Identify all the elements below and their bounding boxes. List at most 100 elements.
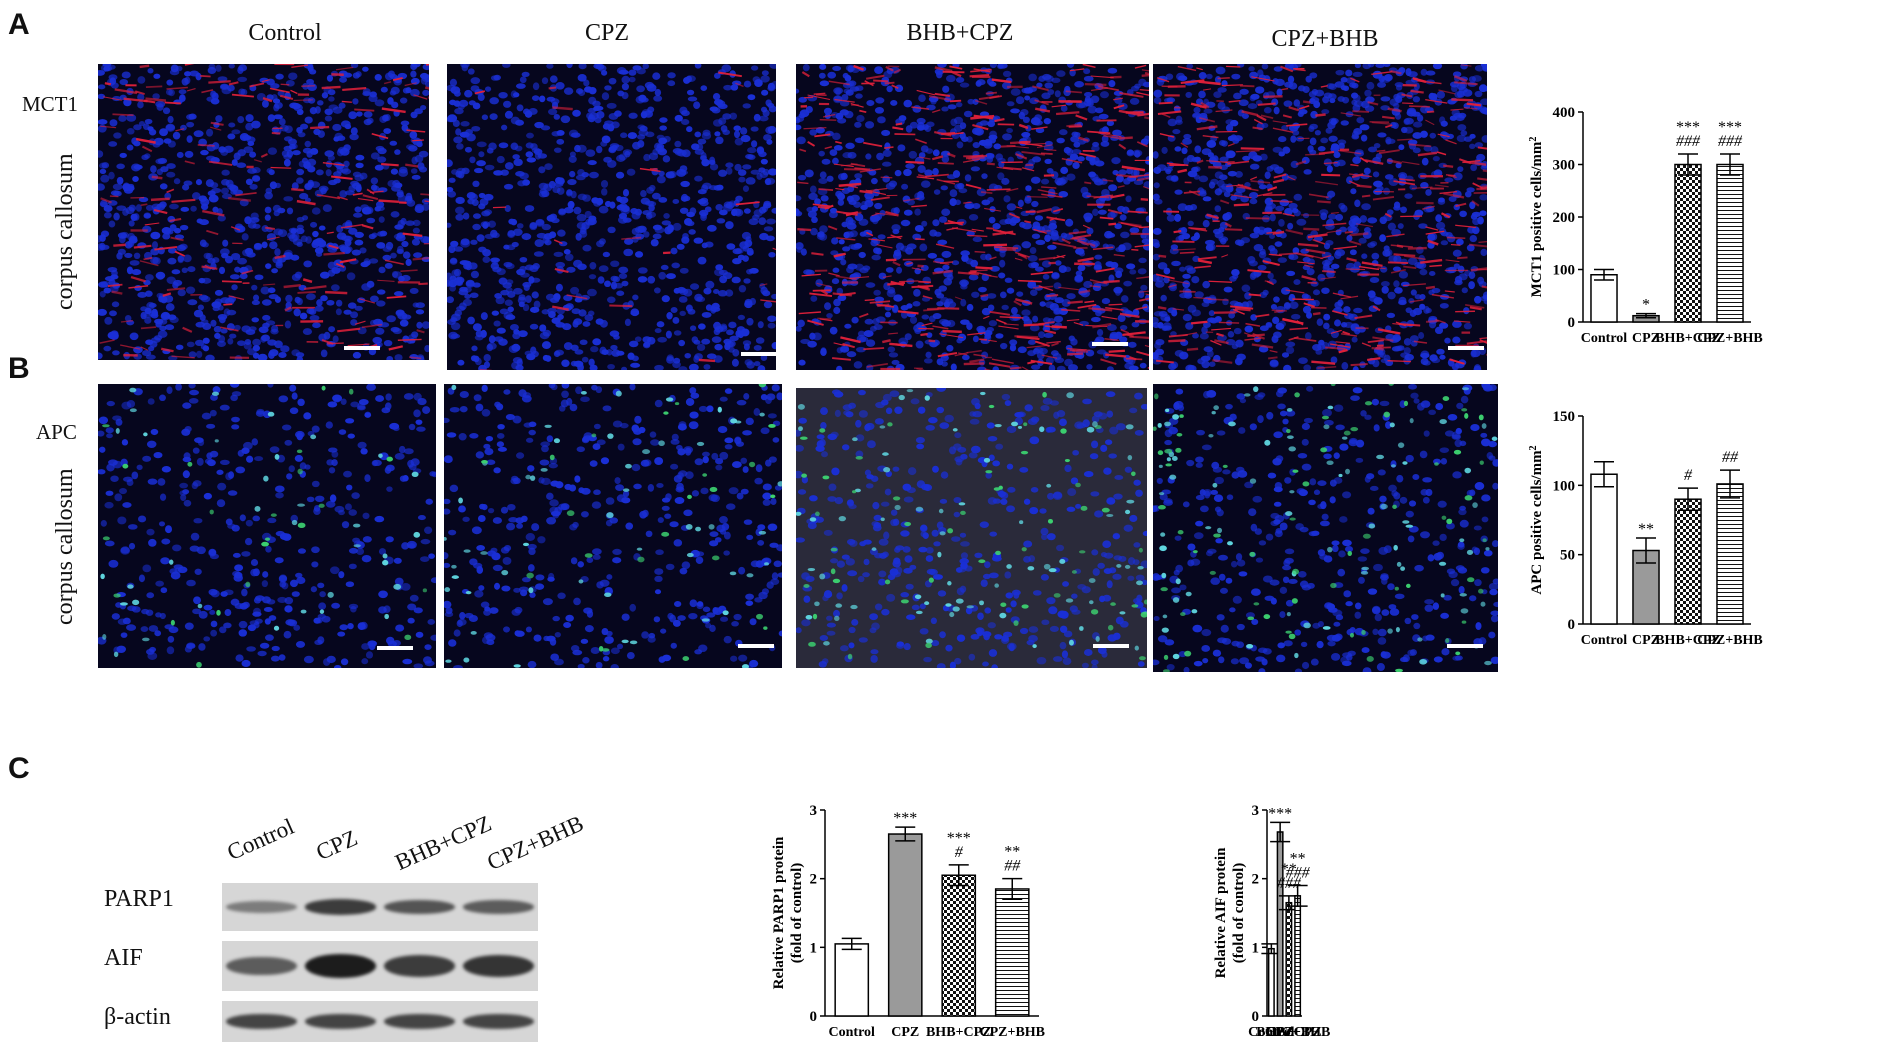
y-axis-label-line2: (fold of control) (1231, 863, 1247, 964)
lane-label-cpz-bhb: CPZ+BHB (483, 810, 588, 876)
y-axis-label-line2: (fold of control) (789, 863, 805, 964)
y-tick-label: 3 (1252, 803, 1260, 819)
micrograph-a-bhb-cpz (796, 64, 1149, 370)
scale-bar (1447, 644, 1483, 648)
blot-band (305, 954, 376, 978)
significance-hash: ### (1286, 865, 1311, 882)
blot-band (226, 956, 297, 976)
row-marker-mct1: MCT1 (22, 92, 79, 116)
bar (994, 888, 1030, 1017)
bar-chart-aif: 0 1 2 3 Relative AIF protein (fold of control… (1213, 803, 1331, 1040)
significance-hash: # (1684, 467, 1693, 484)
bar (941, 874, 977, 1017)
y-tick-label: 0 (1252, 1009, 1260, 1025)
x-tick-label: CPZ+BHB (1265, 1025, 1331, 1040)
column-label-cpz-bhb: CPZ+BHB (1271, 26, 1379, 52)
x-tick-label: Control (1581, 331, 1628, 346)
y-tick-label: 150 (1553, 409, 1576, 425)
significance-star: *** (947, 830, 971, 847)
blot-band (384, 955, 455, 977)
bar-chart-parp1: 0 1 2 3 Relative PARP1 protein (fold of contr… (771, 803, 1045, 1040)
x-tick-label: BHB+CPZ (1655, 633, 1721, 648)
panel-letter-b: B (8, 352, 30, 385)
x-tick-label: Control (1581, 633, 1628, 648)
x-tick-label: CPZ (891, 1025, 919, 1040)
significance-star: ** (1004, 844, 1020, 861)
scale-bar (1093, 644, 1129, 648)
bar (1590, 274, 1618, 323)
y-axis-label: Relative AIF protein (1213, 847, 1229, 978)
micrograph-b-bhb-cpz (796, 388, 1147, 668)
y-tick-label: 2 (1252, 872, 1260, 888)
blot-band (463, 900, 534, 914)
significance-star: ** (1290, 851, 1306, 868)
y-axis-label: Relative PARP1 protein (771, 836, 787, 989)
micrograph-a-cpz (447, 64, 776, 370)
bar (1674, 163, 1702, 323)
lane-label-cpz: CPZ (312, 825, 362, 866)
significance-star: *** (1676, 119, 1700, 136)
x-tick-label: Control (1248, 1025, 1295, 1040)
significance-star: *** (893, 810, 917, 827)
bar (1716, 483, 1744, 625)
scale-bar (1448, 346, 1484, 350)
y-tick-label: 100 (1553, 263, 1576, 279)
x-tick-label: BHB+CPZ (1256, 1025, 1322, 1040)
lane-label-bhb-cpz: BHB+CPZ (391, 810, 496, 876)
bar (1267, 947, 1275, 1017)
band-label-aif: AIF (104, 945, 143, 971)
blot-strip-beta-actin (222, 1001, 538, 1042)
micrograph-b-cpz (444, 384, 782, 668)
y-tick-label: 0 (1568, 617, 1576, 633)
x-tick-label: BHB+CPZ (926, 1025, 992, 1040)
blot-strip-parp1 (222, 883, 538, 931)
blot-band (226, 901, 297, 913)
row-marker-apc: APC (36, 420, 77, 444)
column-label-bhb-cpz: BHB+CPZ (906, 20, 1014, 46)
blot-band (463, 1014, 534, 1029)
y-tick-label: 2 (810, 872, 818, 888)
scale-bar (344, 346, 380, 350)
micrograph-a-cpz-bhb (1153, 64, 1487, 370)
significance-star: * (1642, 297, 1650, 314)
x-tick-label: CPZ+BHB (1697, 331, 1763, 346)
bar (1716, 163, 1744, 323)
row-region-b: corpus callosum (52, 468, 78, 625)
y-tick-label: 1 (810, 940, 818, 956)
x-tick-label: CPZ+BHB (1697, 633, 1763, 648)
blot-band (463, 954, 534, 977)
bar-chart-mct1: 0 100 200 300 400 MCT1 positive cells/mm2 Cont… (1528, 105, 1763, 346)
micrograph-a-control (98, 64, 429, 360)
band-label-beta-actin: β-actin (104, 1004, 171, 1030)
blot-band (384, 900, 455, 914)
panel-letter-a: A (8, 8, 30, 41)
row-region-a: corpus callosum (52, 153, 78, 310)
bar (1590, 473, 1618, 625)
significance-star: ** (1638, 521, 1654, 538)
x-tick-label: CPZ+BHB (979, 1025, 1045, 1040)
scale-bar (377, 646, 413, 650)
significance-hash: ### (1277, 875, 1302, 892)
y-tick-label: 200 (1553, 210, 1576, 226)
x-tick-label: CPZ (1632, 633, 1660, 648)
y-tick-label: 400 (1553, 105, 1576, 121)
significance-hash: ## (1722, 449, 1739, 466)
column-label-control: Control (248, 20, 322, 46)
lane-label-control: Control (223, 813, 298, 866)
bar (887, 833, 923, 1017)
significance-star: *** (1268, 805, 1292, 822)
bar (1285, 901, 1293, 1017)
panel-letter-c: C (8, 752, 30, 785)
significance-hash: ### (1676, 133, 1701, 150)
y-tick-label: 3 (810, 803, 818, 819)
significance-hash: # (955, 844, 964, 861)
significance-star: *** (1718, 119, 1742, 136)
bar (834, 943, 870, 1017)
y-tick-label: 100 (1553, 478, 1576, 494)
band-label-parp1: PARP1 (104, 886, 174, 912)
scale-bar (738, 644, 774, 648)
blot-band (384, 1014, 455, 1029)
bar-chart-apc: 0 50 100 150 APC positive cells/mm2 Control CP… (1528, 409, 1763, 648)
blot-band (305, 899, 376, 915)
significance-star: ** (1281, 861, 1297, 878)
